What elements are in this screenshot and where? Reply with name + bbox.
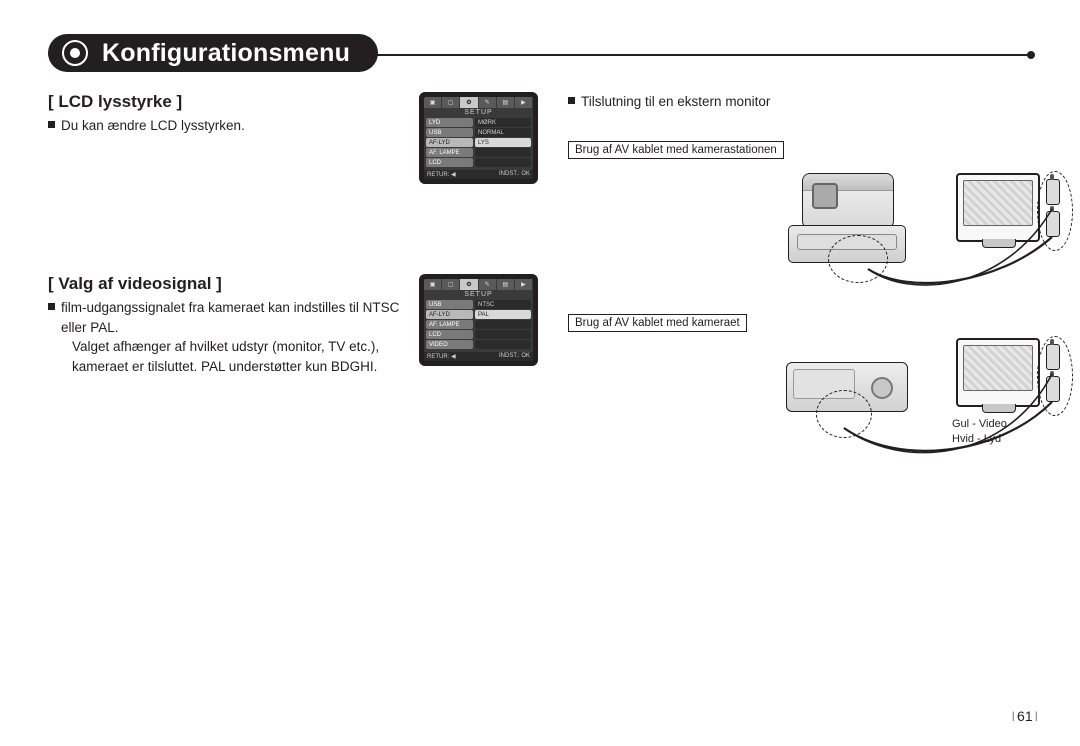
lcd-heading: [ LCD lysstyrke ]	[48, 92, 401, 112]
menu-row-label: LCD	[426, 330, 473, 339]
label-white: Hvid - Lyd	[952, 433, 1001, 445]
diagram-camera: Gul - Video Hvid - Lyd	[568, 338, 1038, 468]
menu-row: USBNORMAL	[426, 128, 531, 137]
page-number: 61	[1012, 708, 1038, 724]
menu-row-label: VIDEO	[426, 340, 473, 349]
video-body2: Valget afhænger af hvilket udstyr (monit…	[48, 337, 401, 376]
video-body1: film-udgangssignalet fra kameraet kan in…	[48, 298, 401, 337]
lcd2-setup-label: SETUP	[424, 290, 533, 299]
lcd-brightness-section: [ LCD lysstyrke ] Du kan ændre LCD lysst…	[48, 92, 538, 184]
menu-row-value	[475, 340, 531, 349]
video-body1-text: film-udgangssignalet fra kameraet kan in…	[61, 298, 401, 337]
video-heading: [ Valg af videosignal ]	[48, 274, 401, 294]
label-yellow: Gul - Video	[952, 418, 1007, 430]
menu-row-value	[475, 158, 531, 167]
menu-row-value: PAL	[475, 310, 531, 319]
menu-row: LCD	[426, 158, 531, 167]
lcd1-menu-body: LYDMØRKUSBNORMALAF-LYDLYSAF. LAMPELCD	[424, 117, 533, 170]
box-label-camera: Brug af AV kablet med kameraet	[568, 314, 747, 332]
title-pill: Konfigurationsmenu	[48, 34, 378, 72]
menu-row-value	[475, 320, 531, 329]
title-bar: Konfigurationsmenu	[48, 34, 1050, 74]
diagram-dock	[568, 165, 1038, 285]
menu-row: AF-LYDPAL	[426, 310, 531, 319]
menu-row: AF-LYDLYS	[426, 138, 531, 147]
dashed-highlight-plugs-icon	[1037, 171, 1073, 251]
lcd-body-text: Du kan ændre LCD lysstyrken.	[61, 116, 245, 136]
menu-row-label: AF-LYD	[426, 138, 473, 147]
title-bullet-icon	[62, 40, 88, 66]
lcd2-menu-body: USBNTSCAF-LYDPALAF. LAMPELCDVIDEO	[424, 299, 533, 352]
lcd-body: Du kan ændre LCD lysstyrken.	[48, 116, 401, 136]
menu-row: USBNTSC	[426, 300, 531, 309]
cable-path-icon	[568, 338, 1038, 468]
lcd2-footer-right: INDST.: OK	[499, 353, 530, 360]
menu-row-label: AF. LAMPE	[426, 320, 473, 329]
menu-row: VIDEO	[426, 340, 531, 349]
menu-row: AF. LAMPE	[426, 148, 531, 157]
menu-row-value: MØRK	[475, 118, 531, 127]
menu-row-value: NORMAL	[475, 128, 531, 137]
menu-row-label: AF. LAMPE	[426, 148, 473, 157]
menu-row: LYDMØRK	[426, 118, 531, 127]
box-label-dock: Brug af AV kablet med kamerastationen	[568, 141, 784, 159]
lcd1-footer-right: INDST.: OK	[499, 171, 530, 178]
right-heading: Tilslutning til en ekstern monitor	[581, 92, 770, 112]
menu-row-label: LYD	[426, 118, 473, 127]
menu-row-value	[475, 148, 531, 157]
square-bullet-icon	[48, 303, 55, 310]
lcd-screen-mockup-1: ▣▢⚙✎▤▶ SETUP LYDMØRKUSBNORMALAF-LYDLYSAF…	[419, 92, 538, 184]
cable-path-icon	[568, 165, 1038, 285]
page-title: Konfigurationsmenu	[102, 39, 350, 68]
lcd2-footer-left: RETUR: ◀	[427, 353, 456, 360]
lcd1-footer-left: RETUR: ◀	[427, 171, 456, 178]
menu-row: LCD	[426, 330, 531, 339]
video-signal-section: [ Valg af videosignal ] film-udgangssign…	[48, 274, 538, 376]
right-heading-row: Tilslutning til en ekstern monitor	[568, 92, 1050, 112]
menu-row-value: LYS	[475, 138, 531, 147]
dashed-highlight-plugs-icon	[1037, 336, 1073, 416]
lcd-screen-mockup-2: ▣▢⚙✎▤▶ SETUP USBNTSCAF-LYDPALAF. LAMPELC…	[419, 274, 538, 366]
menu-row-label: LCD	[426, 158, 473, 167]
square-bullet-icon	[568, 97, 575, 104]
menu-row: AF. LAMPE	[426, 320, 531, 329]
menu-row-label: USB	[426, 300, 473, 309]
menu-row-value: NTSC	[475, 300, 531, 309]
menu-row-value	[475, 330, 531, 339]
menu-row-label: USB	[426, 128, 473, 137]
menu-row-label: AF-LYD	[426, 310, 473, 319]
lcd1-setup-label: SETUP	[424, 108, 533, 117]
square-bullet-icon	[48, 121, 55, 128]
